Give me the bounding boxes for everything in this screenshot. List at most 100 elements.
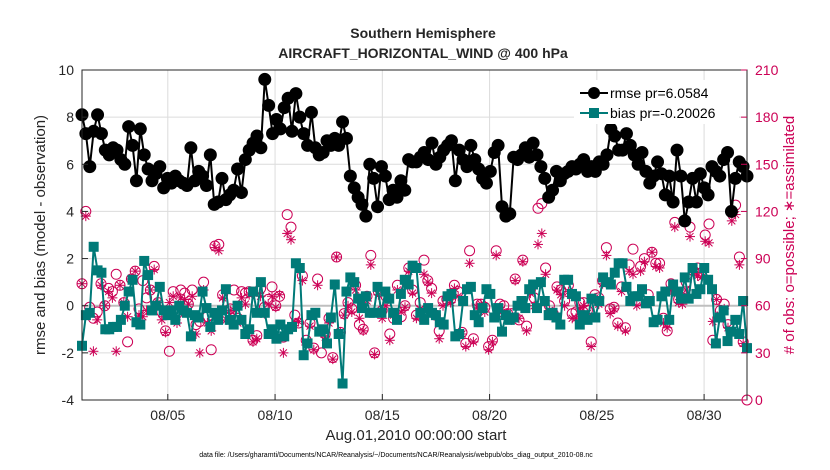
- asterisk-stroke: [420, 270, 428, 279]
- bias-point: [473, 317, 484, 328]
- possible-obs-point: [110, 268, 122, 280]
- y-tick-label-left: 6: [66, 156, 74, 172]
- asterisk-stroke: [655, 264, 664, 272]
- asterisk-stroke: [252, 334, 261, 343]
- bias-point: [182, 307, 192, 318]
- bias-point: [388, 307, 399, 318]
- bias-point: [539, 296, 550, 306]
- assimilated-obs-point: [422, 277, 433, 288]
- x-tick-label: 08/15: [365, 407, 400, 423]
- bias-point: [508, 312, 519, 323]
- y-tick-label-left: 2: [66, 251, 74, 267]
- assimilated-obs-point: [586, 341, 597, 352]
- rmse-point: [367, 171, 381, 185]
- asterisk-stroke: [397, 308, 406, 316]
- rmse-point: [339, 131, 353, 145]
- rmse-point: [728, 171, 742, 185]
- asterisk-stroke: [553, 286, 561, 294]
- bias-point: [699, 263, 710, 273]
- asterisk-stroke: [423, 278, 432, 286]
- y-tick-label-left: 0: [66, 298, 74, 314]
- rmse-point: [184, 141, 198, 155]
- bias-point: [372, 281, 383, 292]
- bias-point: [255, 277, 266, 288]
- asterisk-stroke: [587, 342, 596, 351]
- assimilated-obs-point: [419, 269, 429, 280]
- y-tick-label-left: 10: [58, 62, 74, 78]
- assimilated-obs-point: [194, 347, 205, 358]
- assimilated-obs-point: [540, 269, 551, 280]
- assimilated-obs-point: [491, 250, 502, 261]
- bias-point: [96, 267, 107, 278]
- rmse-point: [530, 148, 544, 162]
- x-tick-label: 08/05: [150, 407, 185, 423]
- assimilated-obs-point: [130, 266, 141, 277]
- bias-point: [675, 293, 686, 304]
- bias-point: [446, 288, 457, 299]
- rmse-point: [724, 204, 738, 218]
- bias-point: [415, 307, 426, 318]
- rmse-point: [674, 169, 688, 183]
- bias-point: [637, 284, 647, 295]
- asterisk-stroke: [518, 257, 527, 266]
- rmse-point: [94, 127, 108, 141]
- x-axis-label: Aug.01,2010 00:00:00 start: [326, 427, 508, 444]
- assimilated-obs-point: [426, 288, 437, 299]
- x-tick-label: 08/30: [687, 407, 722, 423]
- rmse-point: [359, 209, 373, 223]
- rmse-point: [83, 160, 97, 174]
- rmse-point: [122, 120, 136, 134]
- asterisk-stroke: [602, 251, 611, 260]
- bias-point: [438, 319, 449, 330]
- bias-point: [244, 324, 255, 335]
- y-tick-label-right: 90: [755, 251, 771, 267]
- assimilated-obs-point: [96, 280, 106, 291]
- assimilated-obs-point: [331, 252, 342, 262]
- bias-point: [419, 314, 430, 325]
- asterisk-stroke: [89, 347, 98, 356]
- bias-point: [357, 303, 367, 314]
- bias-point: [617, 258, 628, 269]
- assimilated-obs-point: [654, 263, 665, 273]
- bias-point: [232, 300, 243, 311]
- bias-point: [590, 312, 601, 323]
- rmse-point: [666, 195, 680, 209]
- possible-obs-point: [464, 245, 476, 257]
- rmse-point: [713, 169, 727, 183]
- asterisk-stroke: [108, 294, 117, 302]
- bias-point: [633, 291, 644, 302]
- assimilated-obs-point: [434, 333, 445, 344]
- asterisk-stroke: [283, 229, 292, 238]
- assimilated-obs-point: [487, 336, 498, 347]
- assimilated-obs-point: [278, 347, 289, 358]
- rmse-point: [126, 138, 140, 152]
- bias-point: [621, 281, 632, 292]
- possible-obs-point: [536, 198, 548, 210]
- asterisk-stroke: [116, 281, 124, 290]
- bias-point: [652, 314, 663, 325]
- bias-point: [302, 338, 313, 349]
- bias-point: [563, 274, 574, 285]
- bias-point: [217, 305, 227, 316]
- asterisk-stroke: [237, 294, 246, 302]
- asterisk-stroke: [488, 338, 497, 346]
- bias-point: [683, 293, 694, 304]
- rmse-point: [479, 176, 493, 190]
- rmse-point: [425, 136, 439, 150]
- assimilated-obs-point: [639, 256, 650, 267]
- asterisk-stroke: [169, 292, 178, 301]
- rmse-point: [662, 169, 676, 183]
- asterisk-stroke: [271, 303, 280, 312]
- y-axis-label-right: # of obs: o=possible; ∗=assimilated: [781, 116, 798, 355]
- bias-point: [318, 324, 329, 335]
- bias-point: [458, 296, 469, 306]
- y-tick-label-left: -2: [62, 345, 75, 361]
- legend-box: [574, 80, 739, 124]
- bias-point: [193, 312, 204, 323]
- asterisk-stroke: [629, 270, 637, 279]
- possible-obs-point: [281, 209, 293, 221]
- legend-rmse-label: rmse pr=6.0584: [610, 85, 709, 101]
- bias-point: [325, 312, 336, 323]
- assimilated-obs-point: [263, 299, 274, 310]
- asterisk-stroke: [651, 262, 660, 271]
